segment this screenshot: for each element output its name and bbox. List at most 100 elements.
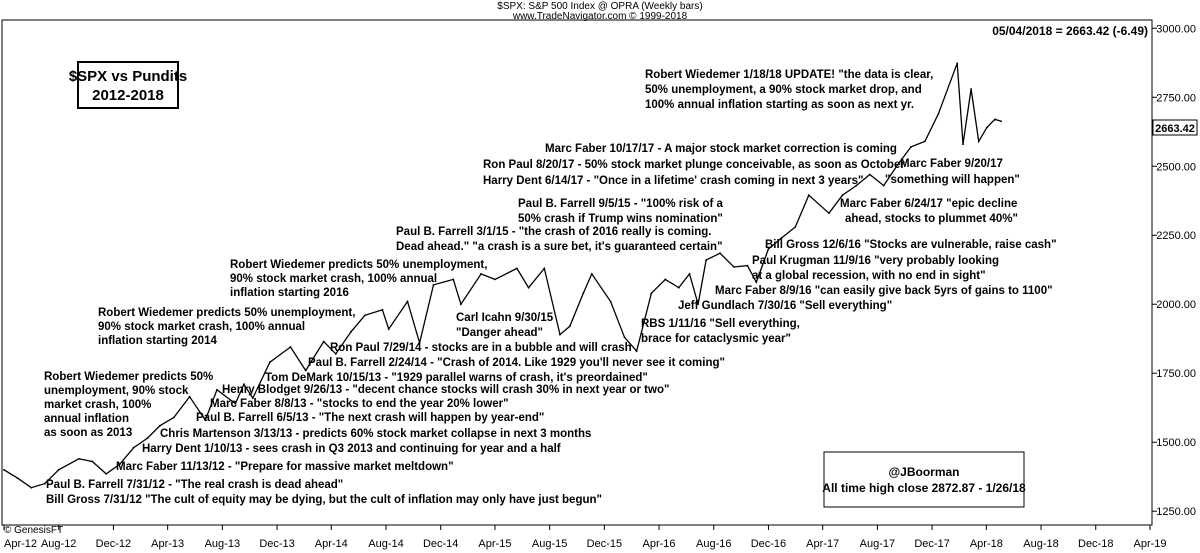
price-point [985,126,988,129]
x-tick-label: Apr-19 [1133,538,1166,550]
price-point [559,333,561,336]
price-point [289,346,292,348]
annotation: Harry Dent 6/14/17 - "Once in a lifetime… [483,175,864,187]
price-point [807,194,810,197]
price-point [3,468,5,471]
x-tick-label: Dec-18 [1078,538,1113,550]
x-tick-label: Apr-15 [478,538,511,550]
x-tick-label: Dec-16 [751,538,786,550]
info-box [823,451,1025,508]
annotation: unemployment, 90% stock [44,385,189,397]
price-point [841,194,844,197]
price-point [994,118,996,121]
annotation: Bill Gross 12/6/16 "Stocks are vulnerabl… [765,239,1057,251]
price-point [322,340,325,343]
annotation: Bill Gross 7/31/12 "The cult of equity m… [46,494,602,506]
price-point [543,267,546,270]
price-point [828,212,830,215]
y-tick-label: 2000.00 [1156,299,1196,311]
price-point [216,388,218,391]
price-point [78,457,80,460]
annotation: 50% unemployment, a 90% stock market dro… [645,84,922,96]
price-point [381,308,384,311]
title-box-line1: $SPX vs Pundits [69,68,187,85]
annotation: Jeff Gundlach 7/30/16 "Sell everything" [678,300,892,312]
annotation: Paul B. Farrell 2/24/14 - "Crash of 2014… [308,357,725,369]
price-point [387,328,390,330]
price-point [16,477,19,479]
annotation: Chris Martenson 3/13/13 - predicts 60% s… [160,428,591,440]
annotation: Robert Wiedemer 1/18/18 UPDATE! "the dat… [645,69,933,81]
price-point [780,237,783,239]
x-tick-label: Dec-13 [259,538,294,550]
price-point [623,336,626,339]
price-point [1000,120,1002,123]
price-readout: 05/04/2018 = 2663.42 (-6.49) [992,24,1148,38]
annotation: Dead ahead." "a crash is a sure bet, it'… [396,241,723,253]
price-point [937,112,940,115]
price-point [304,369,307,372]
price-point [755,281,758,284]
price-point [855,184,858,187]
price-point [57,468,60,471]
x-tick-label: Apr-14 [315,538,348,550]
annotation: Robert Wiedemer predicts 50% unemploymen… [98,307,355,319]
annotation: Marc Faber 10/17/17 - A major stock mark… [545,143,897,155]
price-point [159,424,161,427]
price-point [635,350,638,352]
title-box [77,61,179,109]
price-point [30,486,33,489]
annotation: inflation starting 2016 [230,287,349,299]
price-point [516,267,518,270]
price-point [609,300,612,303]
price-point [204,419,207,421]
annotation: "Danger ahead" [456,327,543,339]
annotation: at a global recession, with no end in si… [752,270,986,282]
price-point [432,284,435,286]
annotation: ahead, stocks to plummet 40%" [845,213,1018,225]
y-tick-label: 2500.00 [1156,161,1196,173]
annotation: Marc Faber 9/20/17 [900,158,1003,170]
price-point [43,482,46,485]
annotation: Paul Krugman 11/9/16 "very probably look… [752,255,999,267]
price-point [364,314,366,317]
price-point [746,264,749,267]
annotation: Robert Wiedemer predicts 50% unemploymen… [230,259,487,271]
annotations: Robert Wiedemer 1/18/18 UPDATE! "the dat… [44,69,1057,506]
price-point [527,286,530,289]
y-tick-label: 2250.00 [1156,230,1196,242]
price-point [697,303,699,306]
header-instrument: $SPX: S&P 500 Index @ OPRA (Weekly bars) [497,1,702,12]
annotation: "something will happen" [885,174,1020,186]
x-tick-label: Aug-15 [532,538,567,550]
price-point [460,303,462,306]
price-point [251,397,254,399]
annotation: Tom DeMark 10/15/13 - "1929 parallel war… [265,372,648,384]
x-tick-label: Apr-12 [4,538,37,550]
annotation: Paul B. Farrell 6/5/13 - "The next crash… [196,412,544,424]
header-copyright: www.TradeNavigator.com © 1999-2018 [512,11,688,22]
annotation: 50% crash if Trump wins nomination" [518,213,723,225]
x-tick-label: Apr-13 [151,538,184,550]
x-tick-label: Apr-17 [806,538,839,550]
annotation: Ron Paul 7/29/14 - stocks are in a bubbl… [330,342,632,354]
x-tick-label: Dec-17 [914,538,949,550]
price-point [705,259,707,261]
price-point [719,252,721,255]
last-price-box [1152,119,1198,136]
price-point [882,184,885,187]
price-point [568,325,571,328]
spx-price-points [3,62,1002,489]
y-tick-label: 1500.00 [1156,437,1196,449]
price-point [962,143,964,146]
annotation: Marc Faber 8/8/13 - "stocks to end the y… [210,398,509,410]
annotation: Marc Faber 6/24/17 "epic decline [840,198,1017,210]
price-point [173,416,175,419]
price-point [105,473,108,475]
x-tick-label: Apr-18 [970,538,1003,550]
price-point [688,273,691,275]
annotation: Robert Wiedemer predicts 50% [44,371,213,383]
annotation: Paul B. Farrell 7/31/12 - "The real cras… [46,479,343,491]
annotation: Paul B. Farrell 9/5/15 - "100% risk of a [518,198,723,210]
